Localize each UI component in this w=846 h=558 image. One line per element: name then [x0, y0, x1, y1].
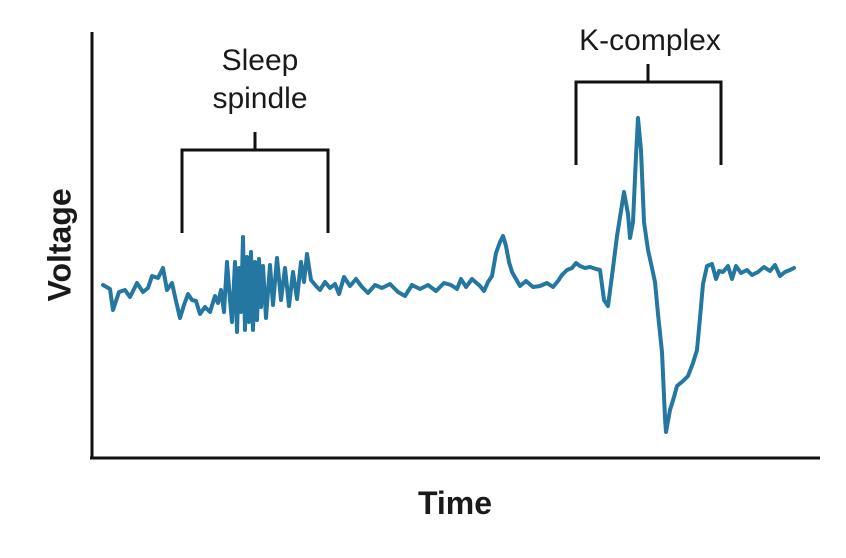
y-axis-label: Voltage: [41, 188, 78, 302]
cropped-text-strip: [0, 540, 846, 553]
eeg-trace: [101, 116, 796, 434]
k-complex-label: K-complex: [579, 24, 721, 57]
sleep-spindle-bracket: [180, 132, 330, 233]
sleep-spindle-label-line1: Sleep: [221, 44, 299, 77]
sleep-spindle-label: Sleep spindle: [175, 42, 345, 118]
x-axis-label: Time: [417, 485, 493, 521]
sleep-spindle-label-line2: spindle: [212, 82, 308, 115]
k-complex-bracket: [574, 64, 723, 165]
